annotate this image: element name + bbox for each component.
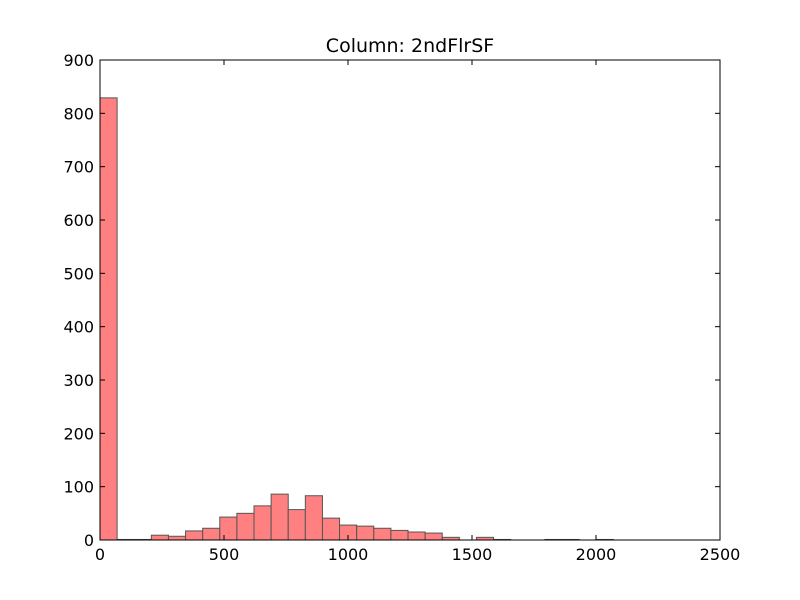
histogram-bar	[321, 517, 341, 541]
histogram-bar	[202, 527, 221, 541]
histogram-bar	[99, 97, 118, 541]
y-tick-label: 800	[63, 104, 94, 123]
y-tick-label: 100	[63, 478, 94, 497]
x-tick-label: 2000	[576, 545, 617, 564]
x-tick-label: 1500	[452, 545, 493, 564]
histogram-bar	[150, 534, 169, 541]
histogram-bar	[270, 493, 289, 541]
plot-frame	[99, 59, 721, 541]
histogram-bar	[356, 525, 375, 541]
y-axis: 0 100 200 300 400 500 600 700 800 900	[63, 51, 720, 550]
y-tick-label: 400	[63, 318, 94, 337]
x-tick-label: 500	[209, 545, 240, 564]
y-tick-label: 700	[63, 158, 94, 177]
y-tick-label: 600	[63, 211, 94, 230]
histogram-bar	[219, 516, 238, 541]
histogram-bar	[390, 529, 409, 541]
histogram-bar	[373, 527, 392, 541]
y-tick-label: 0	[84, 531, 94, 550]
histogram-bar	[167, 535, 187, 541]
chart-title: Column: 2ndFlrSF	[326, 35, 494, 57]
histogram-bar	[253, 505, 272, 541]
histogram-bar	[236, 512, 255, 541]
bars-group	[99, 97, 614, 541]
histogram-bar	[424, 532, 443, 541]
x-tick-label: 1000	[328, 545, 369, 564]
y-tick-label: 200	[63, 424, 94, 443]
histogram-bar	[185, 530, 204, 541]
histogram-bar	[304, 495, 323, 541]
y-tick-label: 500	[63, 264, 94, 283]
histogram-bar	[287, 509, 306, 541]
x-axis: 0 500 1000 1500 2000 2500	[95, 60, 740, 564]
histogram-bar	[407, 531, 426, 541]
x-tick-label: 0	[95, 545, 105, 564]
x-tick-label: 2500	[700, 545, 741, 564]
y-tick-label: 300	[63, 371, 94, 390]
y-tick-label: 900	[63, 51, 94, 70]
